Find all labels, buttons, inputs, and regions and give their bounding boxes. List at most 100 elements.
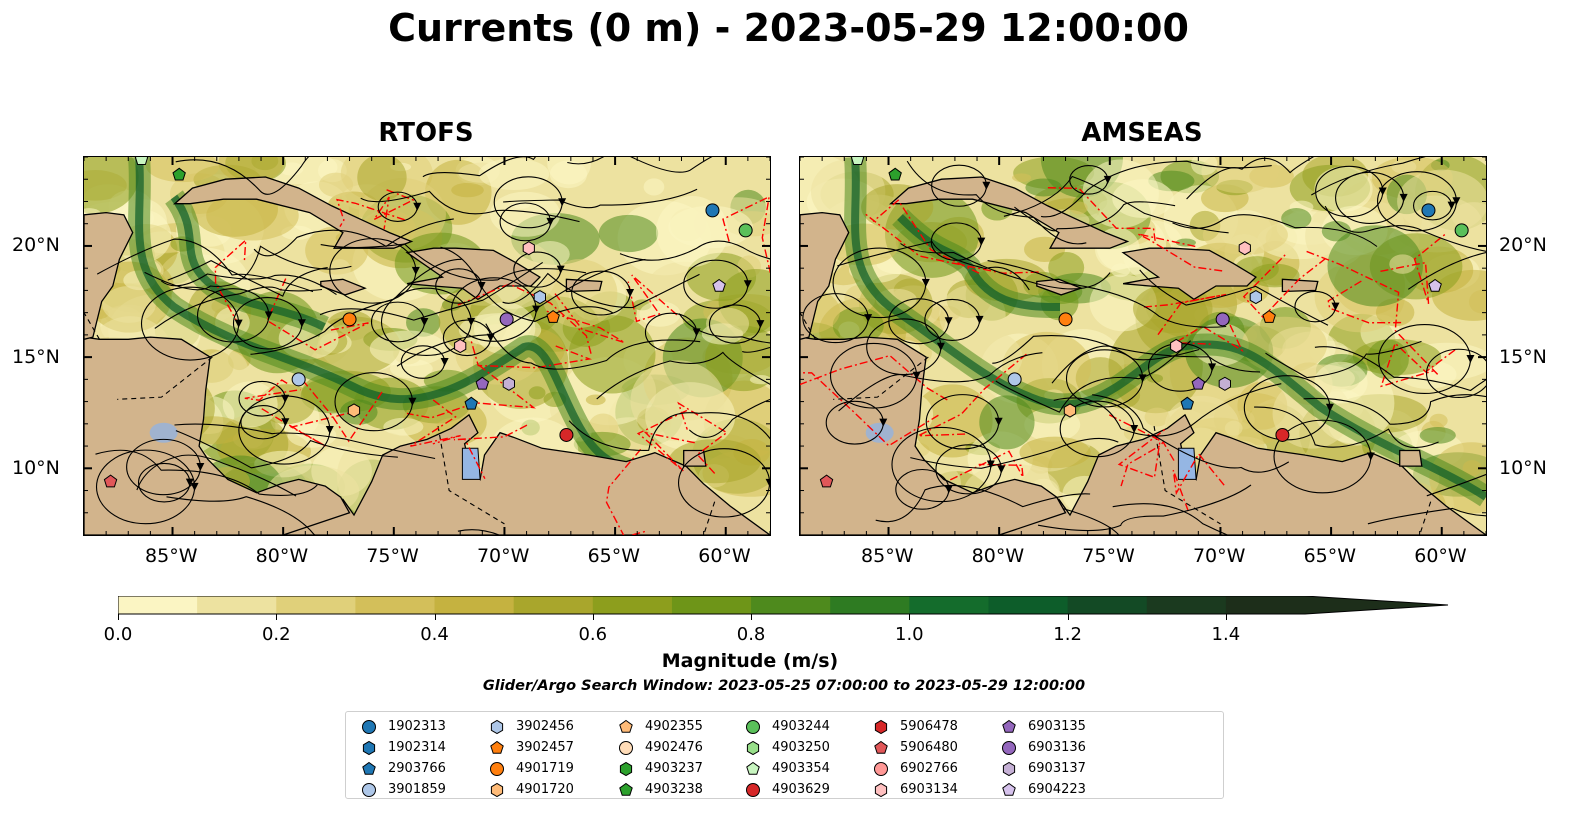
colorbar-tick-label: 1.4 xyxy=(1211,624,1241,645)
legend-label: 4903250 xyxy=(772,740,830,755)
hexagon-marker-icon xyxy=(874,782,888,797)
circle-marker-icon xyxy=(874,761,888,776)
legend-item: 5906480 xyxy=(872,737,958,758)
circle-marker-icon xyxy=(490,761,504,776)
lat-tick-label: 15°N xyxy=(1499,345,1547,368)
legend-item: 1902314 xyxy=(360,737,446,758)
float-marker-3902457 xyxy=(1262,309,1276,323)
pentagon-marker-icon xyxy=(619,719,633,733)
colorbar-segment xyxy=(118,596,198,614)
float-marker-1902313 xyxy=(705,203,720,218)
legend-item: 4903244 xyxy=(744,716,830,737)
float-marker-6903135 xyxy=(475,376,490,390)
legend-item: 4902476 xyxy=(617,737,703,758)
float-marker-6903136 xyxy=(499,312,514,327)
colorbar-segment xyxy=(434,596,515,614)
float-marker-4903238 xyxy=(888,167,902,181)
legend-item: 2903766 xyxy=(360,758,446,779)
legend-item: 1902313 xyxy=(360,716,446,737)
float-marker-3901859 xyxy=(291,372,306,387)
legend-label: 5906478 xyxy=(900,719,958,734)
float-marker-1902313 xyxy=(1421,203,1436,218)
legend-item: 4903237 xyxy=(617,758,703,779)
float-marker-6903134 xyxy=(1170,338,1183,354)
colorbar-segment xyxy=(276,596,356,614)
float-marker-6903137 xyxy=(502,376,515,391)
circle-marker-icon xyxy=(746,782,760,797)
float-marker-6903136 xyxy=(1215,312,1230,327)
colorbar-segment xyxy=(909,596,989,614)
legend-item: 6903134 xyxy=(872,779,958,800)
hexagon-marker-icon xyxy=(874,719,888,734)
colorbar-tick-label: 0.6 xyxy=(578,624,608,645)
legend-item: 4903250 xyxy=(744,737,830,758)
colorbar-tick-label: 0.4 xyxy=(420,624,449,645)
map-panel-rtofs xyxy=(83,156,771,536)
legend-label: 4901720 xyxy=(516,782,574,797)
legend-item: 4901720 xyxy=(488,779,574,800)
float-marker-4901719 xyxy=(342,312,357,327)
pentagon-marker-icon xyxy=(874,740,888,754)
legend-label: 6903137 xyxy=(1028,761,1086,776)
legend-label: 3902457 xyxy=(516,740,574,755)
lat-tick-label: 10°N xyxy=(1499,456,1547,479)
legend-label: 3902456 xyxy=(516,719,574,734)
colorbar-label: Magnitude (m/s) xyxy=(661,650,839,672)
circle-marker-icon xyxy=(362,719,376,734)
legend-item: 4903629 xyxy=(744,779,830,800)
legend-item: 3901859 xyxy=(360,779,446,800)
float-marker-6904223 xyxy=(712,278,726,292)
float-legend: 1902313 1902314 2903766 3901859 3902456 39024… xyxy=(345,711,1224,799)
pentagon-marker-icon xyxy=(746,761,760,775)
lon-tick-label: 70°W xyxy=(1192,545,1246,567)
colorbar-segment xyxy=(751,596,831,614)
lat-tick-label: 15°N xyxy=(12,345,60,368)
legend-label: 3901859 xyxy=(388,782,446,797)
pentagon-marker-icon xyxy=(1002,719,1016,733)
legend-label: 4901719 xyxy=(516,761,574,776)
colorbar-segment xyxy=(197,596,277,614)
lat-tick-label: 20°N xyxy=(1499,234,1547,257)
colorbar-tick-label: 0.2 xyxy=(261,624,291,645)
legend-item: 3902456 xyxy=(488,716,574,737)
pentagon-marker-icon xyxy=(362,761,376,775)
hexagon-marker-icon xyxy=(490,719,504,734)
float-marker-6903137 xyxy=(1218,376,1231,391)
lon-tick-label: 75°W xyxy=(366,545,419,567)
float-marker-4903244 xyxy=(1454,223,1469,238)
float-marker-4903238 xyxy=(172,167,186,181)
legend-label: 6902766 xyxy=(900,761,958,776)
legend-item: 6903135 xyxy=(1000,716,1086,737)
float-marker-6903135 xyxy=(1191,376,1206,390)
float-marker-4903244 xyxy=(738,223,753,238)
lon-tick-label: 75°W xyxy=(1082,545,1135,567)
circle-marker-icon xyxy=(746,719,760,734)
hexagon-marker-icon xyxy=(746,740,760,755)
legend-label: 4903237 xyxy=(645,761,703,776)
float-marker-4903354 xyxy=(850,157,865,165)
legend-label: 6904223 xyxy=(1028,782,1086,797)
float-marker-2903766 xyxy=(1180,396,1194,410)
float-marker-3902457 xyxy=(546,309,560,323)
colorbar-segment xyxy=(592,596,673,614)
lon-tick-label: 65°W xyxy=(1303,545,1357,567)
colorbar-segment xyxy=(671,596,752,614)
lon-tick-label: 60°W xyxy=(698,545,751,567)
legend-label: 5906480 xyxy=(900,740,958,755)
colorbar-tick-label: 0.0 xyxy=(103,624,133,645)
float-marker-4901719 xyxy=(1058,312,1073,327)
colorbar-segment xyxy=(988,596,1069,614)
legend-item: 4902355 xyxy=(617,716,703,737)
legend-label: 1902313 xyxy=(388,719,446,734)
map-panel-amseas xyxy=(799,156,1487,536)
colorbar-tick-label: 1.0 xyxy=(895,624,924,645)
colorbar-segment xyxy=(830,596,910,614)
float-marker-2903766 xyxy=(464,396,478,410)
legend-item: 6904223 xyxy=(1000,779,1086,800)
legend-item: 4901719 xyxy=(488,758,574,779)
colorbar-tick-label: 1.2 xyxy=(1053,624,1082,645)
float-marker-6903134 xyxy=(454,338,467,354)
float-marker-3902456 xyxy=(1249,290,1262,305)
legend-label: 4903244 xyxy=(772,719,830,734)
legend-item: 4903354 xyxy=(744,758,830,779)
